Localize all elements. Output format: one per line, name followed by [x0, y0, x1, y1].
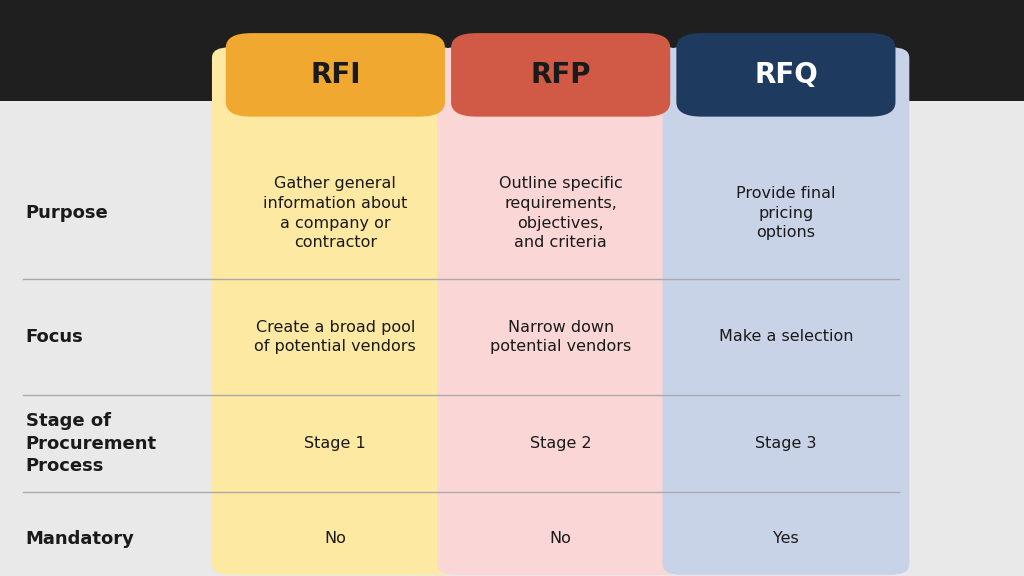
Text: Make a selection: Make a selection — [719, 329, 853, 344]
Text: Stage 1: Stage 1 — [304, 436, 367, 451]
Text: Yes: Yes — [773, 531, 799, 546]
Text: Stage 3: Stage 3 — [755, 436, 817, 451]
Text: Create a broad pool
of potential vendors: Create a broad pool of potential vendors — [255, 320, 416, 354]
Text: RFP: RFP — [530, 61, 591, 89]
Text: Provide final
pricing
options: Provide final pricing options — [736, 186, 836, 240]
Text: Mandatory: Mandatory — [26, 529, 134, 548]
Text: Outline specific
requirements,
objectives,
and criteria: Outline specific requirements, objective… — [499, 176, 623, 251]
Text: No: No — [550, 531, 571, 546]
FancyBboxPatch shape — [676, 33, 895, 116]
FancyBboxPatch shape — [437, 47, 684, 575]
FancyBboxPatch shape — [212, 47, 459, 575]
Text: Stage of
Procurement
Process: Stage of Procurement Process — [26, 412, 157, 475]
FancyBboxPatch shape — [225, 33, 444, 116]
Text: Gather general
information about
a company or
contractor: Gather general information about a compa… — [263, 176, 408, 251]
Text: Focus: Focus — [26, 328, 83, 346]
FancyBboxPatch shape — [663, 47, 909, 575]
Text: Narrow down
potential vendors: Narrow down potential vendors — [490, 320, 631, 354]
Text: No: No — [325, 531, 346, 546]
Text: RFI: RFI — [310, 61, 360, 89]
Text: RFQ: RFQ — [754, 61, 818, 89]
Bar — [0, 0, 1024, 101]
Text: Purpose: Purpose — [26, 204, 109, 222]
FancyBboxPatch shape — [451, 33, 670, 116]
Text: Stage 2: Stage 2 — [529, 436, 592, 451]
